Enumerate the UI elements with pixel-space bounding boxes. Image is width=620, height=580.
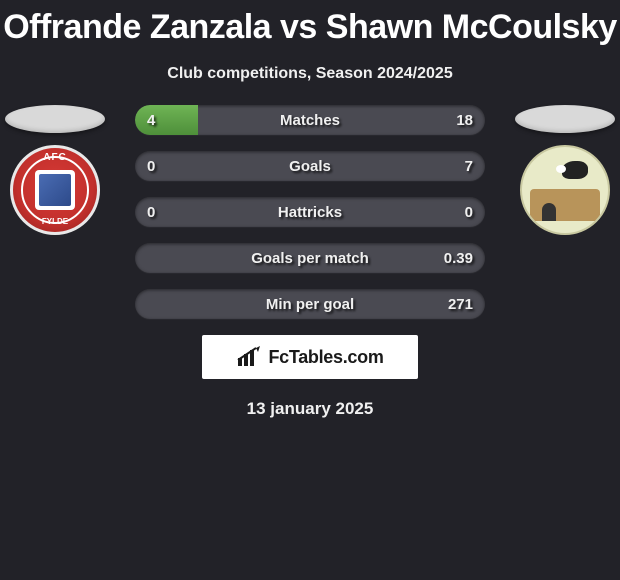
stat-bar-hattricks: 0 Hattricks 0	[135, 197, 485, 227]
stat-right-value: 0	[465, 197, 473, 227]
bar-chart-icon	[236, 346, 262, 368]
stat-bar-matches: 4 Matches 18	[135, 105, 485, 135]
stat-right-value: 271	[448, 289, 473, 319]
subtitle: Club competitions, Season 2024/2025	[0, 65, 620, 83]
date-text: 13 january 2025	[0, 399, 620, 419]
club-crest-left: FYLDE	[10, 145, 100, 235]
player-left-side: FYLDE	[0, 105, 110, 235]
stat-bar-min-per-goal: Min per goal 271	[135, 289, 485, 319]
stat-right-value: 7	[465, 151, 473, 181]
stat-right-value: 0.39	[444, 243, 473, 273]
crest-left-text: FYLDE	[13, 217, 97, 226]
stat-label: Hattricks	[135, 197, 485, 227]
stat-bar-goals: 0 Goals 7	[135, 151, 485, 181]
stat-label: Matches	[135, 105, 485, 135]
stat-label: Min per goal	[135, 289, 485, 319]
stat-bar-goals-per-match: Goals per match 0.39	[135, 243, 485, 273]
player-right-name-oval	[515, 105, 615, 133]
player-left-name-oval	[5, 105, 105, 133]
club-crest-right	[520, 145, 610, 235]
stat-bars: 4 Matches 18 0 Goals 7 0 Hattricks 0 Goa…	[135, 105, 485, 319]
brand-text: FcTables.com	[268, 347, 383, 368]
stat-label: Goals	[135, 151, 485, 181]
comparison-area: FYLDE 4 Matches 18 0 Goals 7 0 Hattricks…	[0, 105, 620, 319]
page-title: Offrande Zanzala vs Shawn McCoulsky	[0, 0, 620, 47]
stat-label: Goals per match	[135, 243, 485, 273]
player-right-side	[510, 105, 620, 235]
stat-right-value: 18	[456, 105, 473, 135]
brand-badge: FcTables.com	[202, 335, 418, 379]
